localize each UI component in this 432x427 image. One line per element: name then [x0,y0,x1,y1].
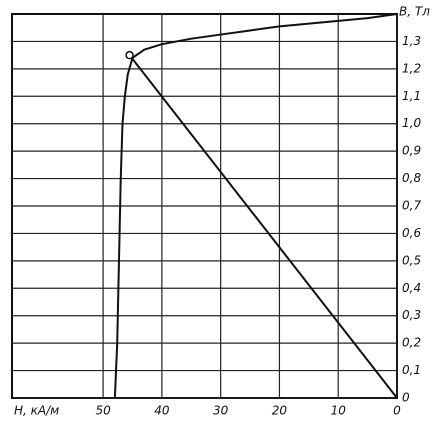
y-tick-label: 1,2 [402,61,421,75]
y-tick-label: 0,9 [402,144,421,158]
x-tick-label: 20 [272,404,288,418]
x-tick-label: 0 [393,404,401,418]
x-axis-label: H, кА/м [14,404,59,418]
x-tick-label: 50 [95,404,111,418]
x-tick-label: 10 [331,404,347,418]
y-axis-label: B, Тл [399,5,430,19]
y-tick-label: 1,3 [402,34,421,48]
x-tick-label: 30 [213,404,229,418]
y-tick-label: 0,7 [402,199,421,213]
data-line [113,13,398,399]
x-tick-label: 40 [154,404,170,418]
y-tick-label: 0,5 [402,253,421,267]
operating-point [125,50,134,60]
y-tick-label: 0,1 [402,363,421,377]
y-tick-label: 0,3 [402,308,421,322]
y-tick-label: 1,0 [402,116,421,130]
y-tick-label: 0,4 [402,281,421,295]
y-tick-label: 0,6 [402,226,421,240]
data-line [128,54,398,399]
y-tick-label: 0 [402,391,410,405]
y-tick-label: 0,8 [402,171,421,185]
y-tick-label: 0,2 [402,336,421,350]
y-tick-label: 1,1 [402,89,421,103]
